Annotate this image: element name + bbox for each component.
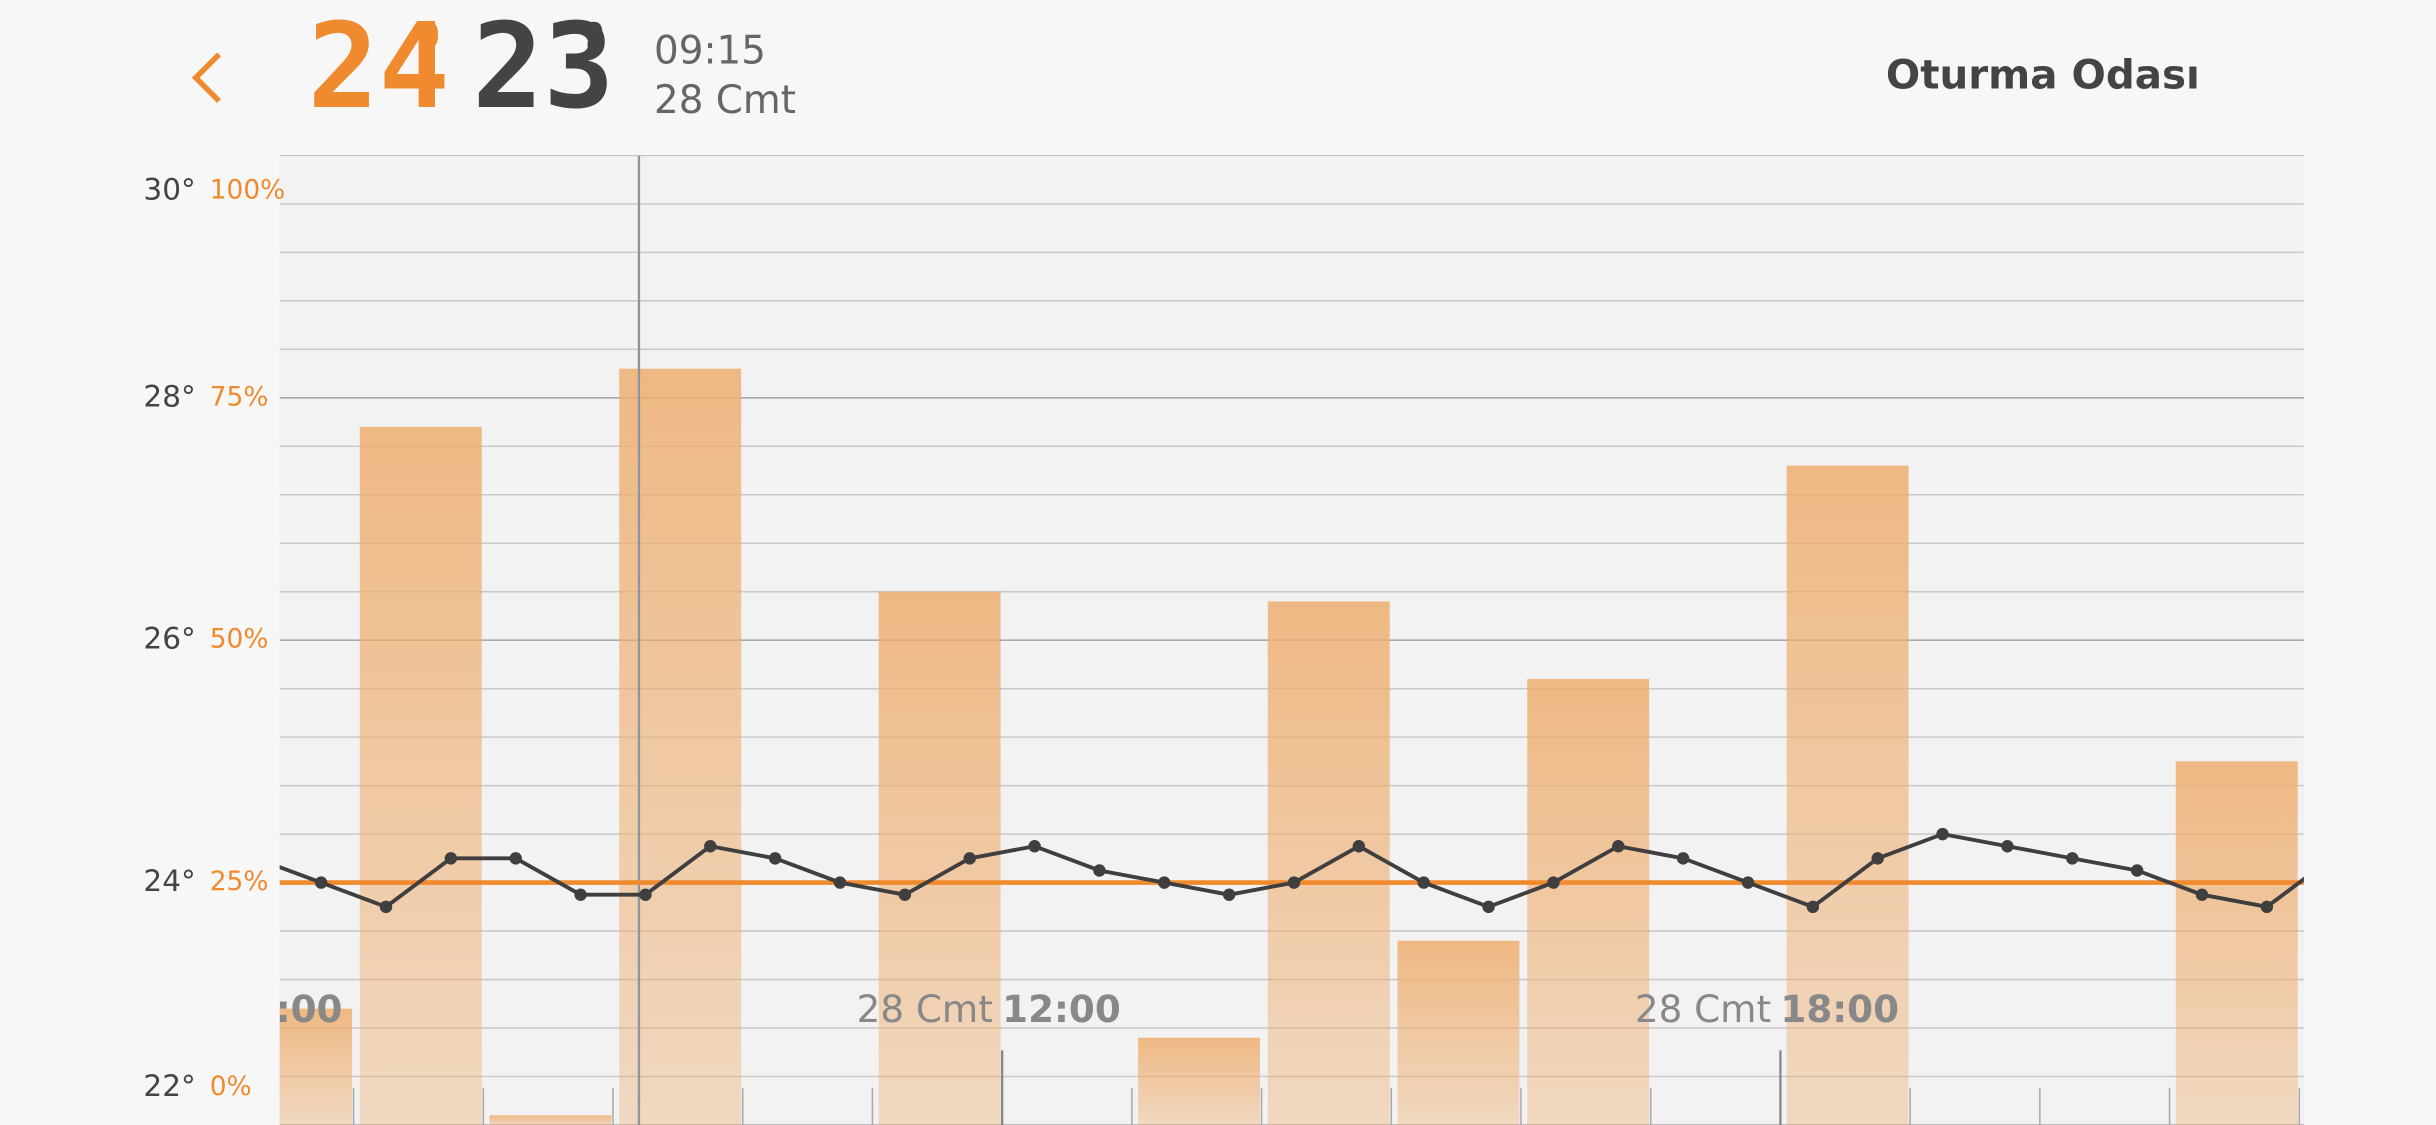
current-decimal: 9 — [584, 16, 605, 56]
temperature-point — [1741, 876, 1755, 889]
humidity-bar — [619, 368, 742, 1125]
temperature-point — [1676, 852, 1690, 865]
temperature-point — [2001, 840, 2014, 853]
humidity-bar — [2175, 761, 2298, 1125]
temperature-point — [1093, 864, 1106, 877]
temperature-point — [1482, 900, 1495, 914]
temperature-point — [1547, 876, 1560, 889]
temperature-point — [1612, 840, 1625, 853]
temperature-point — [1222, 888, 1236, 901]
y2-tick-label: 25% — [210, 866, 269, 897]
temperature-point — [2195, 888, 2209, 901]
temperature-point — [1028, 840, 1041, 853]
y-tick-label: 28° — [143, 379, 195, 413]
humidity-bar — [1138, 1037, 1261, 1125]
date: 28 Cmt — [654, 78, 796, 123]
y2-tick-label: 50% — [210, 624, 269, 655]
y-tick-label: 30° — [143, 173, 195, 207]
current-value: 23 — [472, 0, 614, 135]
temperature-point — [1871, 852, 1884, 865]
temperature-point — [250, 852, 262, 864]
temperature-point — [379, 900, 393, 914]
temperature-point — [314, 876, 328, 889]
temperature-point — [2066, 852, 2079, 865]
room-name: Oturma Odası — [1886, 52, 2200, 99]
temperature-point — [2325, 852, 2337, 864]
temperature-point — [833, 876, 847, 889]
temperature-point — [509, 852, 522, 865]
temperature-point — [2260, 900, 2274, 914]
time: 09:15 — [654, 28, 766, 73]
x-tick-date: 28 Cmt — [78, 987, 214, 1031]
y-tick-label: 24° — [143, 864, 195, 898]
temperature-point — [1936, 827, 1949, 841]
temperature-point — [1287, 876, 1301, 889]
temperature-point — [1158, 876, 1171, 889]
y-tick-label: 26° — [143, 622, 195, 656]
x-tick-time: 06:00 — [224, 987, 343, 1031]
humidity-bar — [489, 1115, 612, 1125]
y2-tick-label: 75% — [210, 381, 269, 412]
temperature-point — [2130, 864, 2144, 877]
y2-tick-label: 100% — [210, 175, 285, 206]
temperature-point — [1352, 840, 1366, 853]
x-tick-time: 18:00 — [1780, 987, 1899, 1031]
back-button[interactable] — [191, 52, 221, 103]
temperature-point — [1417, 876, 1430, 889]
humidity-bar — [878, 591, 1001, 1125]
x-tick-date: 28 Cmt — [1635, 987, 1771, 1031]
humidity-bar — [359, 426, 482, 1125]
humidity-bar — [1786, 465, 1909, 1125]
temperature-point — [1806, 900, 1820, 914]
plot: 28 Cmt 06:00 28 Cmt 12:00 28 Cmt 18:00 — [78, 155, 2337, 1125]
y-tick-label: 22° — [143, 1069, 195, 1103]
temperature-point — [704, 840, 717, 853]
temperature-point — [574, 888, 587, 901]
humidity-bar — [1397, 940, 1520, 1125]
humidity-bar — [1527, 678, 1650, 1125]
y2-tick-label: 0% — [210, 1071, 252, 1102]
temperature-point — [444, 852, 458, 865]
temperature-point — [768, 852, 782, 865]
temperature-point — [963, 852, 976, 865]
temperature-point — [898, 888, 912, 901]
x-tick-time: 12:00 — [1002, 987, 1121, 1031]
setpoint-value: 24 — [308, 0, 450, 135]
temperature-point — [639, 888, 652, 901]
x-tick-date: 28 Cmt — [857, 987, 993, 1031]
setpoint-decimal: 0 — [419, 16, 440, 56]
humidity-bar — [279, 1008, 353, 1125]
